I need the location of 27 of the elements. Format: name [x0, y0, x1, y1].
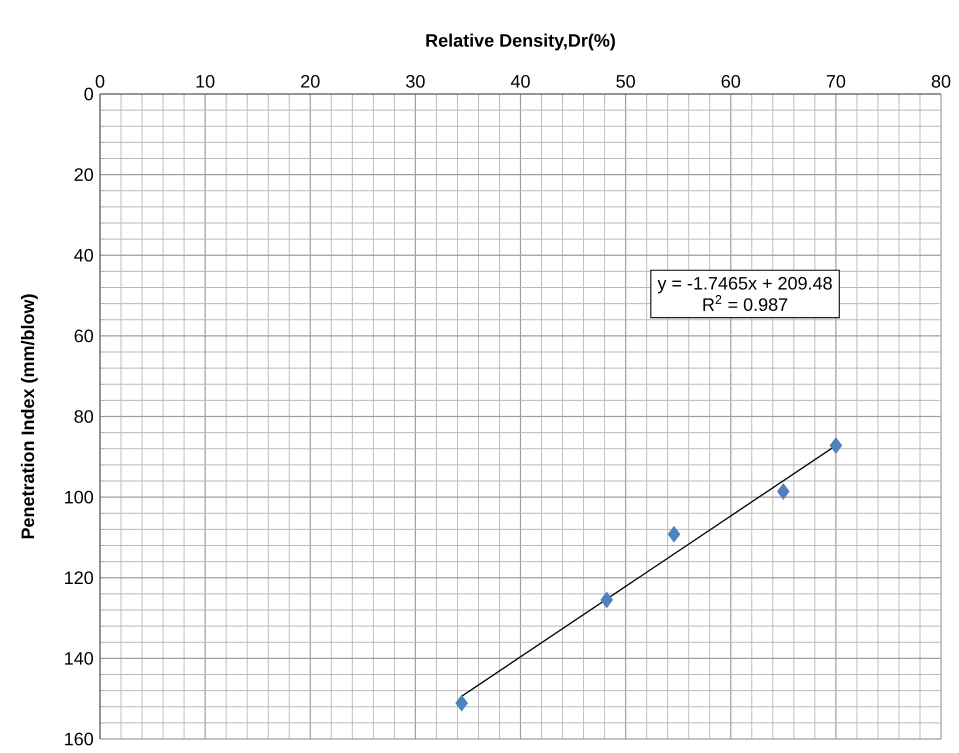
x-axis-title: Relative Density,Dr(%) — [426, 34, 615, 50]
point — [455, 694, 468, 712]
y-tick-label: 100 — [65, 490, 94, 504]
y-tick-label: 160 — [65, 732, 94, 746]
annotation: y = -1.7465x + 209.48 — [658, 276, 832, 294]
y-tick-label: 0 — [84, 88, 94, 100]
x-tick-label: 40 — [510, 74, 530, 88]
y-tick-label: 120 — [65, 571, 94, 584]
x-tick-label: 0 — [96, 74, 104, 88]
point — [600, 592, 613, 608]
x-tick-label: 30 — [406, 74, 425, 88]
x-tick-label: 10 — [196, 74, 214, 88]
y-axis-title: Penetration Index (mm/blow) — [20, 294, 38, 538]
x-tick-label: 60 — [722, 74, 740, 88]
point — [830, 437, 842, 454]
point — [668, 526, 680, 542]
y-tick-label: 80 — [74, 410, 94, 423]
x-tick-label: 80 — [932, 74, 950, 88]
y-tick-label: 40 — [74, 248, 94, 262]
x-tick-label: 20 — [301, 74, 320, 88]
y-tick-label: 20 — [74, 168, 94, 181]
point — [777, 483, 790, 500]
annotation: R$^{2}$ = 0.987 — [703, 295, 788, 311]
x-tick-label: 70 — [826, 74, 846, 88]
y-tick-label: 60 — [74, 330, 94, 342]
x-tick-label: 50 — [616, 74, 635, 88]
y-tick-label: 140 — [65, 652, 94, 665]
